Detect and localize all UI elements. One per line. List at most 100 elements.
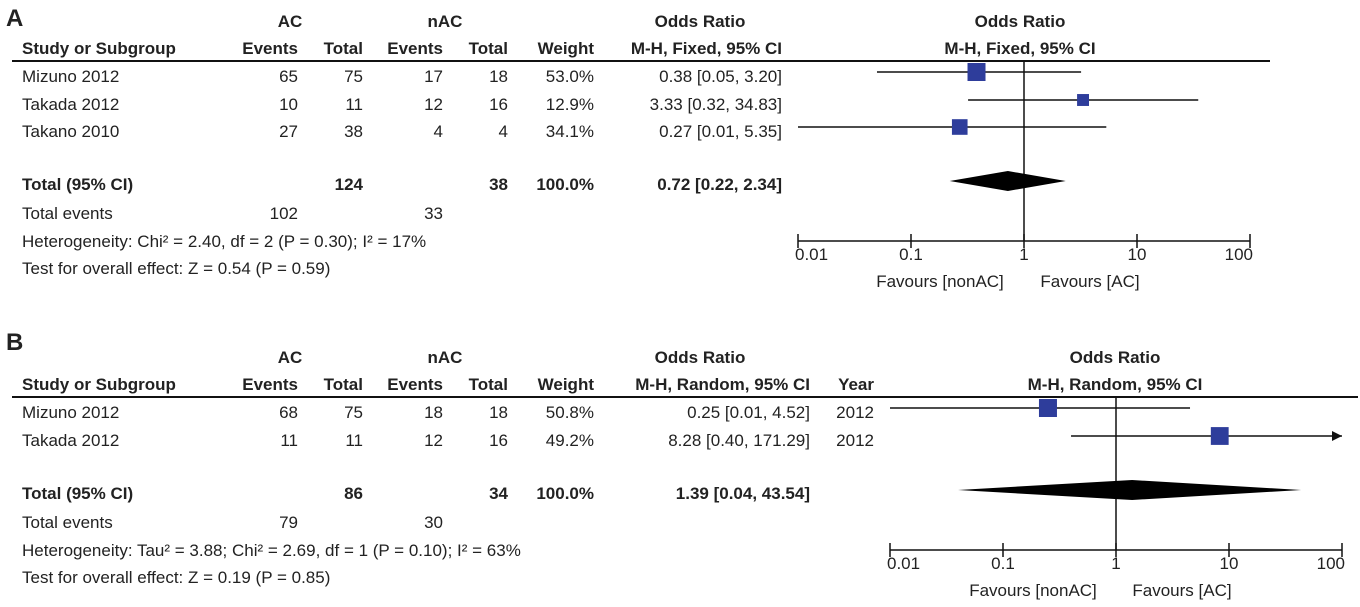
panel-b-row-2-year: 2012 [836, 431, 874, 450]
panel-a-row-1-ac-total: 75 [344, 67, 363, 86]
panel-a-row-1-ac-events: 65 [279, 67, 298, 86]
panel-b-total-ci: 1.39 [0.04, 43.54] [675, 484, 810, 503]
panel-a-total-events-nac: 33 [424, 204, 443, 223]
panel-b-study-marker [1210, 427, 1229, 445]
panel-b-col-ac-total: Total [323, 375, 363, 394]
panel-a-col-ac-events: Events [242, 39, 298, 58]
panel-a-row-2-nac-events: 12 [424, 95, 443, 114]
panel-a-total-ac: 124 [334, 175, 363, 194]
panel-b-or-header-top: Odds Ratio [654, 348, 746, 367]
panel-a-row-1-weight: 53.0% [545, 67, 594, 86]
panel-a-row-1-nac-events: 17 [424, 67, 443, 86]
panel-a-axis-tick-label: 1 [1019, 245, 1028, 264]
panel-a-heterogeneity: Heterogeneity: Chi² = 2.40, df = 2 (P = … [22, 232, 427, 251]
panel-a-study-marker [1077, 94, 1089, 106]
panel-b-col-study: Study or Subgroup [22, 375, 176, 394]
panel-a-col-nac-total: Total [468, 39, 508, 58]
panel-a-row-2-ac-events: 10 [279, 95, 298, 114]
panel-b-pooled-diamond [958, 480, 1302, 500]
panel-a-axis-tick-label: 0.1 [899, 245, 923, 264]
panel-b-total-ac: 86 [344, 484, 363, 503]
panel-a-or-header-top: Odds Ratio [654, 12, 746, 31]
panel-b-row-1-nac-total: 18 [489, 403, 508, 422]
panel-a-row-2-weight: 12.9% [545, 95, 594, 114]
panel-b-heterogeneity: Heterogeneity: Tau² = 3.88; Chi² = 2.69,… [22, 541, 521, 560]
panel-a-axis-tick-label: 10 [1128, 245, 1147, 264]
panel-a-plot-header-top: Odds Ratio [974, 12, 1066, 31]
panel-a-favours-left: Favours [nonAC] [876, 272, 1004, 291]
panel-b-row-2-ac-events: 11 [280, 431, 298, 450]
panel-a-row-1-ci: 0.38 [0.05, 3.20] [659, 67, 782, 86]
panel-b-row-1-ac-total: 75 [344, 403, 363, 422]
panel-a-row-2-study: Takada 2012 [22, 95, 120, 114]
panel-a-col-study: Study or Subgroup [22, 39, 176, 58]
panel-b-total-label: Total (95% CI) [22, 484, 134, 503]
panel-b-row-2-nac-total: 16 [489, 431, 508, 450]
panel-a-total-events-label: Total events [22, 204, 113, 223]
panel-b-row-2-weight: 49.2% [545, 431, 594, 450]
panel-b-col-year: Year [838, 375, 874, 394]
panel-b-label: B [6, 329, 24, 356]
panel-b-total-events-nac: 30 [424, 513, 443, 532]
panel-a-row-3-nac-total: 4 [498, 122, 508, 141]
panel-a-row-2-ac-total: 11 [345, 95, 363, 114]
panel-a-favours-right: Favours [AC] [1040, 272, 1140, 291]
panel-a-group2-label: nAC [427, 12, 463, 31]
panel-a-axis-tick-label: 100 [1225, 245, 1253, 264]
panel-a-total-events-ac: 102 [269, 204, 298, 223]
panel-b-overall-effect: Test for overall effect: Z = 0.19 (P = 0… [22, 568, 331, 587]
panel-b-plot-header-bottom: M-H, Random, 95% CI [1027, 375, 1203, 394]
panel-b-ci-arrow [1332, 431, 1342, 441]
panel-b-axis-tick-label: 0.1 [991, 554, 1015, 573]
panel-a-header-rule [12, 60, 1270, 62]
panel-a-axis-tick-label: 0.01 [795, 245, 828, 264]
panel-b-plot-header-top: Odds Ratio [1069, 348, 1161, 367]
panel-b-or-header-bottom: M-H, Random, 95% CI [635, 375, 810, 394]
panel-a-study-marker [951, 119, 968, 135]
panel-a-row-3-ac-events: 27 [279, 122, 298, 141]
panel-a-plot-header-bottom: M-H, Fixed, 95% CI [944, 39, 1096, 58]
panel-b-col-nac-events: Events [387, 375, 443, 394]
panel-a-row-3-study: Takano 2010 [22, 122, 120, 141]
panel-b-study-marker [1038, 399, 1057, 417]
panel-a-study-marker [967, 63, 986, 81]
panel-b-favours-right: Favours [AC] [1132, 581, 1232, 600]
panel-b-total-nac: 34 [489, 484, 508, 503]
panel-b-row-2-study: Takada 2012 [22, 431, 120, 450]
panel-b-axis-tick-label: 1 [1111, 554, 1120, 573]
panel-b-row-1-nac-events: 18 [424, 403, 443, 422]
panel-b-group1-label: AC [277, 348, 303, 367]
panel-a-row-1-study: Mizuno 2012 [22, 67, 120, 86]
panel-a-group1-label: AC [277, 12, 303, 31]
panel-a-row-3-ac-total: 38 [344, 122, 363, 141]
panel-b-row-1-study: Mizuno 2012 [22, 403, 120, 422]
panel-a-row-3-weight: 34.1% [545, 122, 594, 141]
panel-b-group2-label: nAC [427, 348, 463, 367]
panel-b-axis-tick-label: 100 [1317, 554, 1345, 573]
panel-a-or-header-bottom: M-H, Fixed, 95% CI [630, 39, 782, 58]
panel-b-total-events-label: Total events [22, 513, 113, 532]
panel-a-col-nac-events: Events [387, 39, 443, 58]
panel-a-total-ci: 0.72 [0.22, 2.34] [657, 175, 782, 194]
panel-b-row-1-weight: 50.8% [545, 403, 594, 422]
panel-a-col-ac-total: Total [323, 39, 363, 58]
panel-a-row-2-ci: 3.33 [0.32, 34.83] [649, 95, 782, 114]
panel-b-axis-tick-label: 10 [1220, 554, 1239, 573]
panel-b-header-rule [12, 396, 1358, 398]
panel-b-row-2-ci: 8.28 [0.40, 171.29] [668, 431, 810, 450]
panel-b-row-1-ac-events: 68 [279, 403, 298, 422]
panel-a-row-1-nac-total: 18 [489, 67, 508, 86]
panel-a-pooled-diamond [949, 171, 1066, 191]
panel-b-row-1-ci: 0.25 [0.01, 4.52] [687, 403, 810, 422]
panel-a-row-3-nac-events: 4 [433, 122, 443, 141]
panel-a-row-3-ci: 0.27 [0.01, 5.35] [659, 122, 782, 141]
panel-b-row-2-ac-total: 11 [345, 431, 363, 450]
panel-b-total-events-ac: 79 [279, 513, 298, 532]
panel-a-overall-effect: Test for overall effect: Z = 0.54 (P = 0… [22, 259, 331, 278]
panel-b-col-nac-total: Total [468, 375, 508, 394]
panel-a-total-label: Total (95% CI) [22, 175, 134, 194]
panel-a-label: A [6, 5, 24, 32]
panel-a-row-2-nac-total: 16 [489, 95, 508, 114]
panel-b-row-2-nac-events: 12 [424, 431, 443, 450]
